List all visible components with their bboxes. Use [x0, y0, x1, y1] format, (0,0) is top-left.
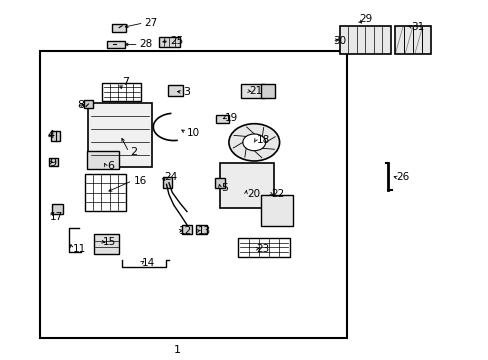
Bar	[162, 177, 172, 188]
Bar	[51, 131, 60, 141]
Text: 1: 1	[173, 345, 181, 355]
Bar	[238, 238, 289, 257]
Bar	[339, 26, 390, 54]
Text: 6: 6	[107, 161, 114, 171]
Bar	[196, 225, 206, 234]
Bar	[112, 24, 126, 32]
Text: 18: 18	[256, 135, 269, 145]
Bar	[52, 204, 62, 215]
Text: 27: 27	[144, 18, 158, 28]
Text: 25: 25	[170, 36, 183, 46]
Text: 8: 8	[78, 100, 85, 111]
Circle shape	[228, 124, 279, 161]
Bar	[260, 84, 275, 98]
Text: 15: 15	[103, 237, 116, 247]
Bar	[84, 100, 93, 108]
Text: 21: 21	[249, 86, 262, 96]
Bar	[102, 83, 141, 102]
Bar	[94, 234, 119, 254]
Text: 14: 14	[142, 258, 155, 268]
Bar	[167, 85, 182, 96]
Text: 29: 29	[358, 14, 371, 24]
Bar	[40, 51, 346, 338]
Text: 9: 9	[49, 158, 57, 168]
Bar	[88, 103, 152, 167]
Text: 3: 3	[183, 87, 190, 97]
Bar	[261, 195, 292, 226]
Text: 30: 30	[332, 36, 346, 46]
Text: 12: 12	[178, 226, 191, 236]
Bar	[181, 225, 192, 234]
Text: 13: 13	[198, 226, 211, 236]
Text: 28: 28	[140, 40, 153, 49]
Text: 24: 24	[163, 172, 177, 182]
Text: 20: 20	[246, 189, 260, 199]
Bar	[106, 41, 125, 48]
Circle shape	[243, 134, 265, 151]
Bar	[87, 151, 119, 169]
Text: 10: 10	[186, 128, 200, 138]
Text: 31: 31	[410, 22, 424, 32]
Bar	[219, 163, 274, 208]
Text: 2: 2	[130, 147, 137, 157]
Text: 23: 23	[256, 244, 269, 254]
Bar	[214, 178, 225, 188]
Bar	[394, 26, 430, 54]
Text: 5: 5	[221, 183, 227, 193]
Text: 7: 7	[122, 77, 128, 87]
Text: 11: 11	[73, 244, 86, 254]
Bar	[159, 37, 179, 46]
Text: 4: 4	[47, 130, 54, 140]
Text: 17: 17	[49, 212, 62, 221]
Text: 26: 26	[396, 172, 409, 182]
Text: 16: 16	[133, 176, 146, 186]
Bar	[216, 115, 228, 123]
Text: 22: 22	[271, 189, 284, 199]
Bar	[241, 84, 265, 98]
Bar	[84, 174, 126, 211]
Bar	[49, 158, 58, 166]
Text: 19: 19	[224, 113, 238, 123]
